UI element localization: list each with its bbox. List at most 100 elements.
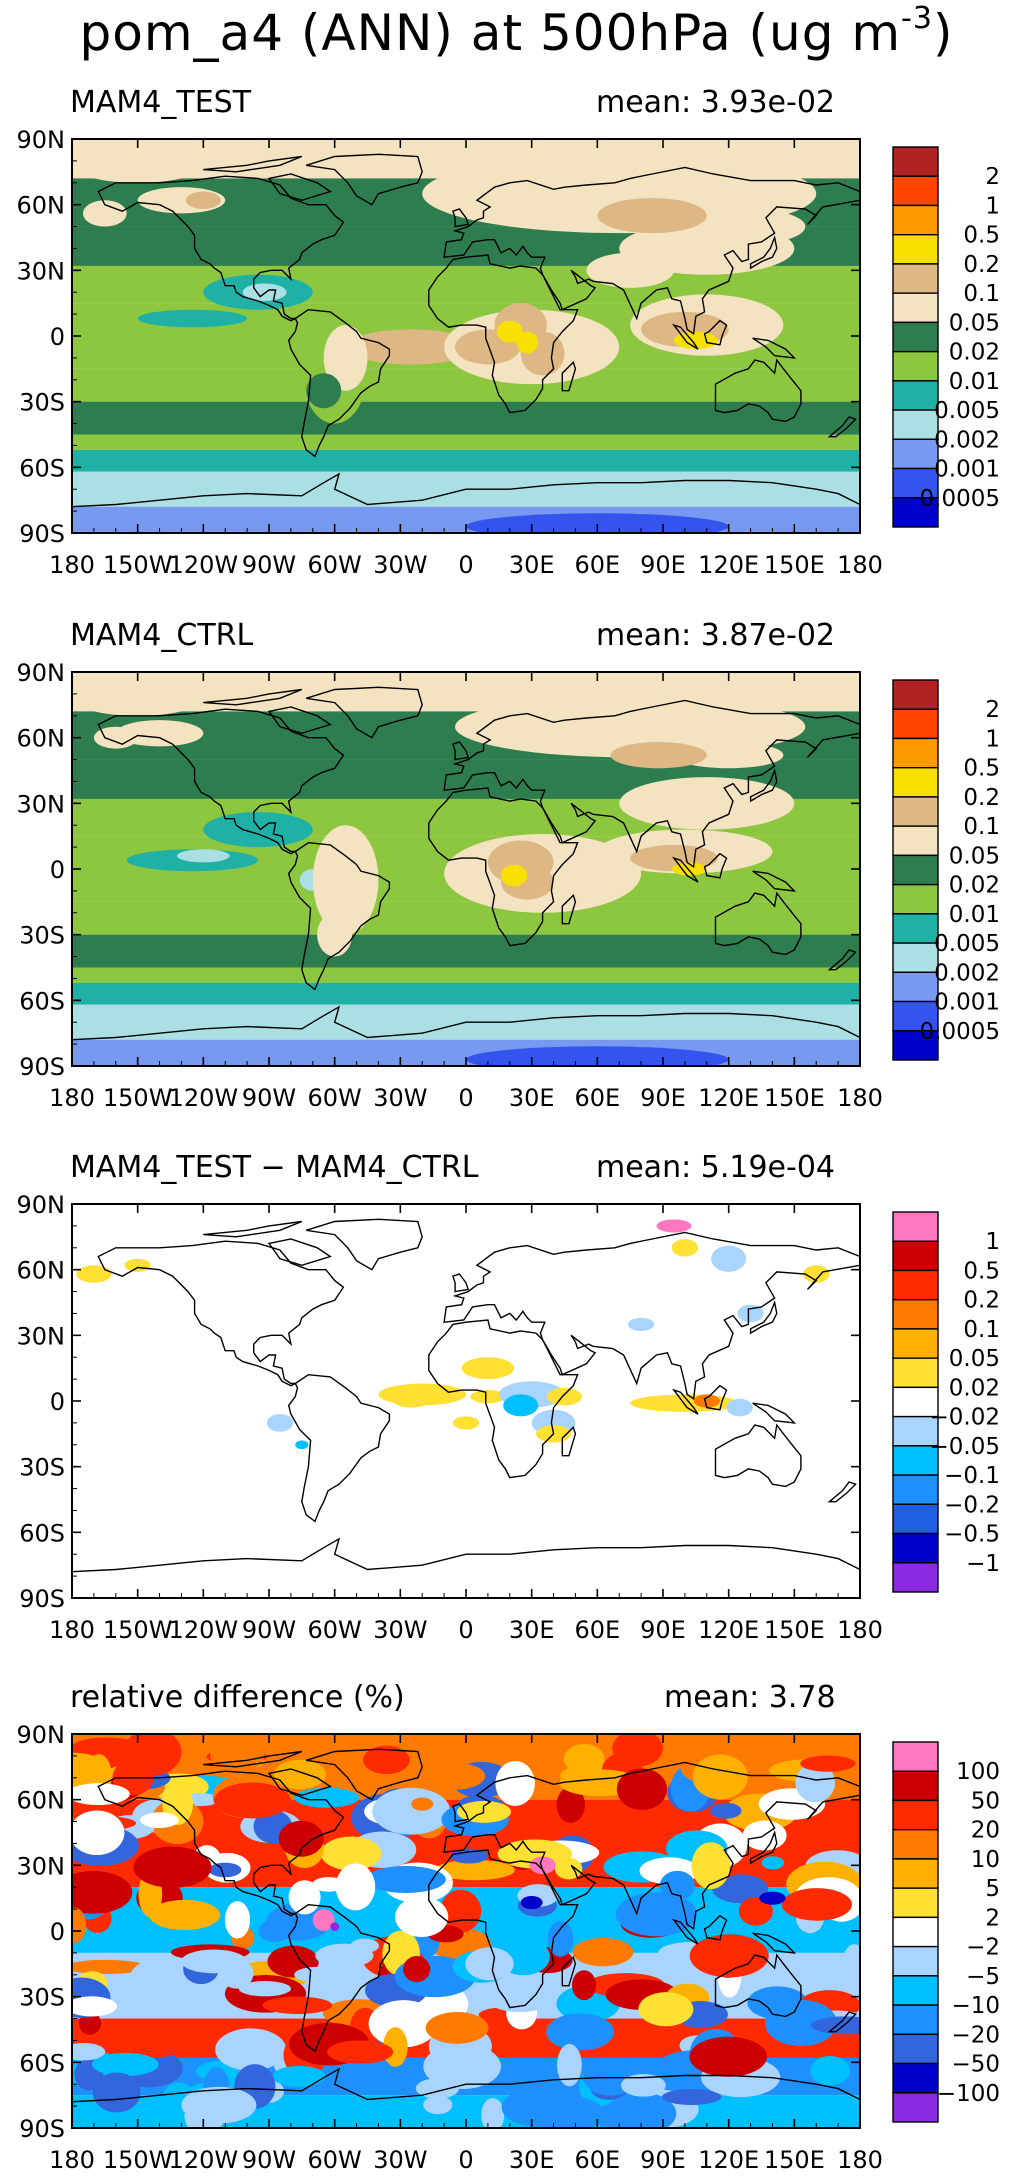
x-tick-label: 60W — [308, 1084, 362, 1112]
field-patch — [403, 1956, 431, 1983]
x-tick-label: 180 — [49, 1084, 95, 1112]
colorbar-label: 0.2 — [963, 785, 1000, 811]
colorbar-label: 20 — [971, 1818, 1000, 1844]
coastlines — [72, 153, 860, 508]
field-patch — [524, 2095, 605, 2128]
panel-mean: mean: 3.87e-02 — [596, 618, 835, 653]
y-tick-label: 60N — [17, 192, 66, 220]
field-patch — [423, 2043, 501, 2090]
borneo-coastline — [703, 1914, 728, 1941]
colorbar-box — [892, 1000, 939, 1032]
colorbar-label: 0.1 — [963, 281, 1000, 307]
field-band — [72, 934, 860, 968]
field-patch — [425, 2012, 489, 2044]
field-patch — [185, 191, 221, 210]
colorbar-label: −50 — [951, 2052, 1000, 2078]
colorbar-box — [892, 913, 939, 944]
field-patch — [455, 696, 806, 758]
colorbar-label: 1 — [985, 193, 1000, 219]
field-patch — [620, 2074, 666, 2097]
x-tick-label: 180 — [837, 1084, 883, 1112]
japan-coastline — [749, 235, 778, 270]
new-zealand-coastline — [827, 949, 857, 971]
field-patch — [72, 1783, 130, 1806]
y-tick-label: 60S — [19, 987, 65, 1015]
colorbar-label: 0.002 — [934, 960, 1000, 986]
borneo-coastline — [703, 319, 728, 346]
field-patch — [72, 1752, 111, 1789]
x-tick-label: 120E — [698, 1084, 759, 1112]
y-tick-label: 90N — [17, 659, 66, 687]
colorbar-label: 0.2 — [963, 252, 1000, 278]
field-patch — [203, 812, 313, 848]
field-patch — [72, 1871, 133, 1914]
panel-difference: MAM4_TEST − MAM4_CTRL mean: 5.19e-04 180… — [0, 1150, 1033, 1650]
north-america-coastline — [97, 175, 345, 322]
colorbar-box — [892, 1030, 939, 1061]
field-patch — [266, 1414, 294, 1432]
x-tick-label: 120W — [169, 1616, 239, 1644]
south-america-coastline — [287, 1903, 391, 2053]
field-patch — [692, 1754, 748, 1800]
y-tick-label: 30S — [19, 1454, 65, 1482]
colorbar-box — [892, 1445, 939, 1476]
y-tick-label: 90S — [19, 1585, 65, 1613]
x-tick-label: 30W — [373, 1616, 427, 1644]
x-tick-label: 120W — [169, 1084, 239, 1112]
panel-mean: mean: 3.93e-02 — [596, 85, 835, 120]
new-guinea-coastline — [752, 870, 797, 892]
borneo-coastline — [703, 852, 728, 879]
colorbar-box — [892, 2062, 939, 2094]
field-band — [72, 982, 860, 1005]
x-tick-label: 60E — [574, 2146, 620, 2174]
x-tick-label: 90W — [242, 1616, 296, 1644]
colorbar-label: 100 — [956, 1759, 1000, 1785]
colorbar-label: 1 — [985, 726, 1000, 752]
australia-coastline — [714, 358, 802, 423]
field-patch — [224, 1901, 251, 1939]
field-patch — [312, 825, 379, 935]
colorbar-box — [892, 1357, 939, 1389]
eurasia-coastline — [443, 699, 860, 869]
x-tick-label: 60W — [308, 1616, 362, 1644]
field-patch — [210, 1736, 265, 1774]
x-tick-label: 60E — [574, 551, 620, 579]
x-tick-label: 120E — [698, 1616, 759, 1644]
field-patch — [689, 1934, 769, 1978]
colorbar-box — [892, 854, 939, 886]
x-tick-label: 120W — [169, 551, 239, 579]
field-patch — [495, 1761, 535, 1807]
panel-mean: mean: 5.19e-04 — [596, 1150, 835, 1185]
field-patch — [350, 1938, 379, 1954]
x-tick-label: 180 — [49, 2146, 95, 2174]
field-patch — [677, 1739, 719, 1753]
x-tick-label: 60E — [574, 1616, 620, 1644]
south-america-coastline — [287, 1373, 391, 1523]
y-tick-label: 30N — [17, 1322, 66, 1350]
map-field — [72, 1734, 860, 2128]
field-patch — [546, 2013, 614, 2051]
field-patch — [72, 1810, 125, 1856]
borneo-coastline — [703, 1384, 728, 1411]
field-patch — [219, 1958, 254, 1989]
y-tick-label: 0 — [50, 1918, 65, 1946]
field-patch — [501, 864, 528, 887]
x-tick-label: 30E — [509, 1616, 555, 1644]
field-patch — [547, 1920, 574, 1957]
colorbar-label: 2 — [985, 164, 1000, 190]
field-patch — [82, 200, 127, 227]
colorbar-box — [892, 708, 939, 740]
colorbar-box — [892, 1741, 939, 1772]
field-patch — [288, 1880, 321, 1915]
field-patch — [597, 198, 707, 234]
field-patch — [423, 2095, 453, 2115]
colorbar-label: −20 — [951, 2022, 1000, 2048]
y-tick-label: 60N — [17, 1787, 66, 1815]
greenland-coastline — [305, 1748, 423, 1801]
colorbar-box — [892, 1562, 939, 1593]
field-patch — [710, 1802, 742, 1819]
africa-coastline — [428, 1319, 579, 1479]
colorbar-box — [892, 175, 939, 207]
field-patch — [149, 1899, 221, 1930]
